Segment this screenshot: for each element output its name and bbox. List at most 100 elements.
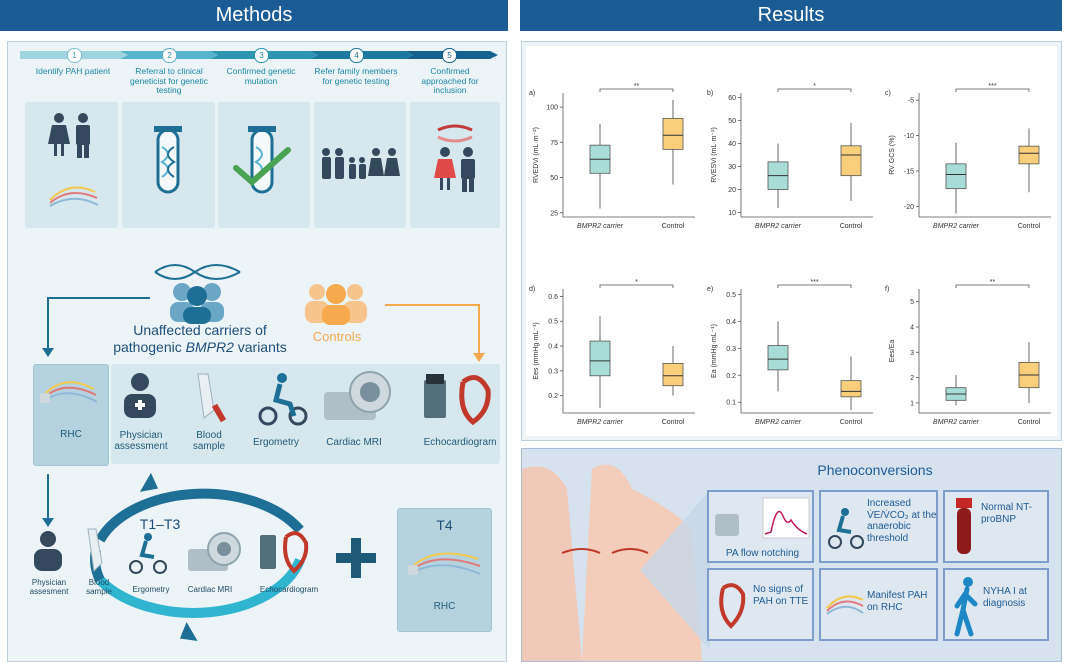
significance-label: ** <box>634 83 640 90</box>
box-control <box>840 380 862 398</box>
box-control <box>1018 145 1040 165</box>
followup-icons <box>34 528 309 574</box>
y-tick-label: 3 <box>910 350 914 357</box>
y-tick-label: -20 <box>904 204 914 211</box>
charts-canvas <box>526 46 1057 436</box>
vevco2-post: anaerobic threshold <box>867 521 911 544</box>
y-tick-label: 1 <box>910 400 914 407</box>
step-number: 4 <box>349 48 364 63</box>
step-label: Confirmed genetic mutation <box>226 66 296 86</box>
rhc-text: Manifest PAH on RHC <box>867 590 928 613</box>
significance-label: *** <box>810 279 818 286</box>
y-tick-label: 0.2 <box>726 373 736 380</box>
results-charts-panel <box>521 41 1062 441</box>
pheno-nyha: NYHA I at diagnosis <box>943 568 1049 641</box>
physician-icon <box>34 531 62 571</box>
box-plot-6: f) 1 2 3 4 5 Ees/Ea BMPR2 carrier Control ** <box>885 279 1051 426</box>
echocardiogram-icon <box>260 531 309 574</box>
step-label: Refer family members for genetic testing <box>314 66 398 86</box>
box-carrier <box>589 340 611 377</box>
panel-label: a) <box>529 90 535 97</box>
significance-bracket <box>777 88 852 92</box>
test-tube-dna-icon <box>154 126 182 194</box>
methods-title: Methods <box>215 4 293 26</box>
carriers-line2a: pathogenic <box>113 339 186 355</box>
couple-dna-icon <box>434 124 475 192</box>
rhc-label: RHC <box>60 429 82 440</box>
step-card-2 <box>122 102 215 228</box>
y-tick-label: 0.3 <box>726 346 736 353</box>
cycle-arrowhead-bottom <box>179 621 198 642</box>
y-tick-label: -5 <box>908 98 914 105</box>
y-tick-label: 4 <box>910 324 914 331</box>
step-number: 3 <box>254 48 269 63</box>
pa-flow-curve-icon <box>715 497 810 539</box>
results-header: Results <box>520 0 1062 31</box>
followup-ergometry-label: Ergometry <box>132 585 170 594</box>
cardiac-mri-icon <box>188 532 241 571</box>
step-label: Confirmed approached for inclusion <box>421 66 479 95</box>
step-number: 5 <box>442 48 457 63</box>
y-tick-label: 10 <box>728 210 736 217</box>
category-label: Control <box>662 223 685 230</box>
y-tick-label: 5 <box>910 299 914 306</box>
echocardiogram-icon <box>424 374 491 426</box>
followup-blood-label: Blood sample <box>86 578 112 596</box>
followup-physician-label: Physician assesment <box>29 578 69 596</box>
significance-label: ** <box>990 279 996 286</box>
step-number: 2 <box>162 48 177 63</box>
category-label: BMPR2 carrier <box>933 419 980 426</box>
category-label: Control <box>840 223 863 230</box>
t4-label: T4 <box>436 517 453 533</box>
y-tick-label: 100 <box>546 105 558 112</box>
plus-sign <box>336 538 376 578</box>
step-label: Referral to clinical geneticist for gene… <box>130 66 208 95</box>
torso-illustration <box>522 464 702 661</box>
tte-text: No signs of PAH on TTE <box>753 584 809 607</box>
category-label: Control <box>840 419 863 426</box>
y-tick-label: 40 <box>728 141 736 148</box>
category-label: Control <box>1018 419 1041 426</box>
y-tick-label: 50 <box>728 118 736 125</box>
blood-tube-icon <box>956 498 972 554</box>
physician-assessment-label: Physician assessment <box>114 430 168 452</box>
y-tick-label: 0.4 <box>726 319 736 326</box>
carrier-group-icon <box>154 264 241 324</box>
y-axis-label: Ees/Ea <box>889 340 896 363</box>
pheno-rhc: Manifest PAH on RHC <box>819 568 938 641</box>
y-tick-label: 50 <box>550 175 558 182</box>
y-tick-label: 2 <box>910 375 914 382</box>
y-tick-label: 25 <box>550 210 558 217</box>
catheter-icon <box>826 595 864 615</box>
cardiac-mri-icon <box>324 371 391 420</box>
pa-flow-text: PA flow notching <box>725 548 800 559</box>
category-label: Control <box>662 419 685 426</box>
y-tick-label: 0.5 <box>726 292 736 299</box>
y-axis-label: RVESVi (mL·m⁻²) <box>711 127 718 183</box>
catheter-icon <box>40 381 98 403</box>
physician-icon <box>124 373 156 418</box>
baseline-test-icons <box>124 371 491 426</box>
panel-label: d) <box>529 286 535 293</box>
y-tick-label: 0.3 <box>548 368 558 375</box>
panel-label: b) <box>707 90 713 97</box>
significance-bracket <box>955 284 1030 288</box>
box-plot-2: b) 10 20 30 40 50 60 RVESVi (mL·m⁻²) BMPR2 carri… <box>707 83 873 230</box>
pheno-ntprobnp: Normal NT-proBNP <box>943 490 1049 563</box>
category-label: BMPR2 carrier <box>755 419 802 426</box>
y-tick-label: 0.4 <box>548 344 558 351</box>
category-label: Control <box>1018 223 1041 230</box>
ergometry-icon <box>258 373 308 426</box>
box-plot-4: d) 0.2 0.3 0.4 0.5 0.6 Ees (mmHg·mL⁻¹) BMPR2 ca… <box>529 279 695 426</box>
y-tick-label: 0.2 <box>548 393 558 400</box>
t4-rhc-label: RHC <box>433 601 456 612</box>
confirmed-mutation-icon <box>233 126 291 194</box>
carriers-label: Unaffected carriers of pathogenic BMPR2 … <box>100 322 300 356</box>
controls-group-icon <box>305 284 367 325</box>
followup-echo-label: Echocardiogram <box>259 585 319 594</box>
ergometry-label: Ergometry <box>252 437 300 448</box>
vevco2-mid: V̇E/V̇CO₂ at the <box>867 509 937 521</box>
y-tick-label: -10 <box>904 133 914 140</box>
cardiac-mri-label: Cardiac MRI <box>326 437 382 448</box>
ergometry-icon <box>828 508 864 549</box>
